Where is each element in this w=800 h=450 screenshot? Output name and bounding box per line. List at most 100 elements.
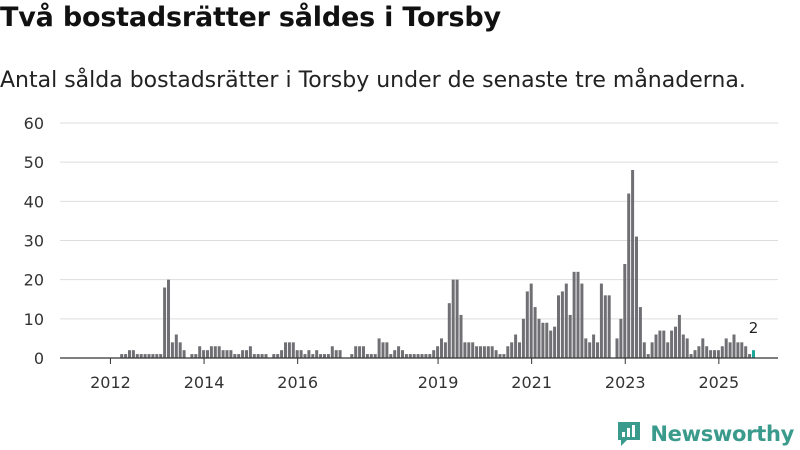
bar: [284, 342, 287, 358]
bar: [369, 354, 373, 358]
bar: [264, 354, 268, 358]
bar: [120, 354, 124, 358]
bar: [272, 354, 276, 358]
x-tick-label: 2023: [605, 373, 646, 392]
x-tick-label: 2019: [418, 373, 459, 392]
bar: [420, 354, 424, 358]
bar: [627, 193, 631, 358]
bar: [607, 295, 611, 358]
bar: [693, 350, 697, 358]
newsworthy-logo-icon: [618, 422, 641, 446]
bar: [631, 170, 635, 358]
bar: [151, 354, 155, 358]
bar: [139, 354, 143, 358]
bar: [424, 354, 428, 358]
bar: [362, 346, 365, 358]
x-tick-label: 2014: [184, 373, 225, 392]
bar: [233, 354, 237, 358]
x-tick-label: 2012: [90, 373, 131, 392]
bar: [221, 350, 225, 358]
bar: [358, 346, 362, 358]
bar: [486, 346, 490, 358]
bar: [518, 342, 521, 358]
bar: [599, 283, 603, 358]
bar: [642, 342, 646, 358]
bar: [724, 338, 728, 358]
bar: [241, 350, 245, 358]
bar: [354, 346, 358, 358]
bar: [490, 346, 494, 358]
bar: [295, 350, 299, 358]
bar: [479, 346, 482, 358]
bar: [716, 350, 720, 358]
bar: [280, 350, 284, 358]
bar: [260, 354, 264, 358]
bar: [564, 283, 568, 358]
bar: [408, 354, 412, 358]
bar: [545, 322, 549, 358]
bar: [549, 330, 553, 358]
bar: [338, 350, 342, 358]
bar: [748, 354, 752, 358]
y-tick-label: 50: [24, 153, 44, 172]
bar: [580, 283, 584, 358]
bar: [736, 342, 740, 358]
bar: [174, 334, 178, 358]
bar: [252, 354, 256, 358]
bar: [365, 354, 369, 358]
bar: [514, 334, 518, 358]
bar-latest: [752, 350, 755, 358]
bar: [576, 271, 580, 358]
bar: [467, 342, 471, 358]
bar: [588, 342, 592, 358]
bar: [147, 354, 151, 358]
brand-name: Newsworthy: [650, 422, 794, 446]
bar: [385, 342, 389, 358]
x-tick-label: 2016: [277, 373, 318, 392]
bar: [533, 307, 537, 358]
bar: [650, 342, 654, 358]
bar: [502, 354, 506, 358]
bar: [135, 354, 139, 358]
bar: [432, 350, 436, 358]
x-tick-label: 2021: [511, 373, 552, 392]
bar: [323, 354, 326, 358]
bar: [592, 334, 596, 358]
y-tick-label: 60: [24, 114, 44, 133]
newsworthy-logo: Newsworthy: [616, 420, 794, 448]
bar: [209, 346, 213, 358]
bar: [159, 354, 163, 358]
bar: [689, 354, 693, 358]
bar: [389, 354, 393, 358]
bar: [299, 350, 303, 358]
bar: [572, 271, 576, 358]
bar: [744, 346, 748, 358]
bar: [521, 318, 525, 358]
bar: [334, 350, 338, 358]
bar: [190, 354, 194, 358]
bar: [697, 346, 701, 358]
y-tick-label: 10: [24, 310, 44, 329]
bar: [705, 346, 709, 358]
bar: [245, 350, 248, 358]
bar: [666, 342, 670, 358]
bar: [377, 338, 381, 358]
bar: [237, 354, 241, 358]
bar: [615, 338, 619, 358]
bar: [451, 279, 455, 358]
bar: [658, 330, 662, 358]
bar: [315, 350, 319, 358]
bar: [498, 354, 502, 358]
bar: [412, 354, 416, 358]
bar: [541, 322, 545, 358]
bar: [471, 342, 475, 358]
bar: [463, 342, 467, 358]
bar: [728, 342, 732, 358]
bar: [213, 346, 217, 358]
bar: [685, 338, 689, 358]
bar: [194, 354, 198, 358]
bar: [635, 236, 638, 358]
bar: [291, 342, 295, 358]
bar: [740, 342, 744, 358]
bar: [709, 350, 713, 358]
